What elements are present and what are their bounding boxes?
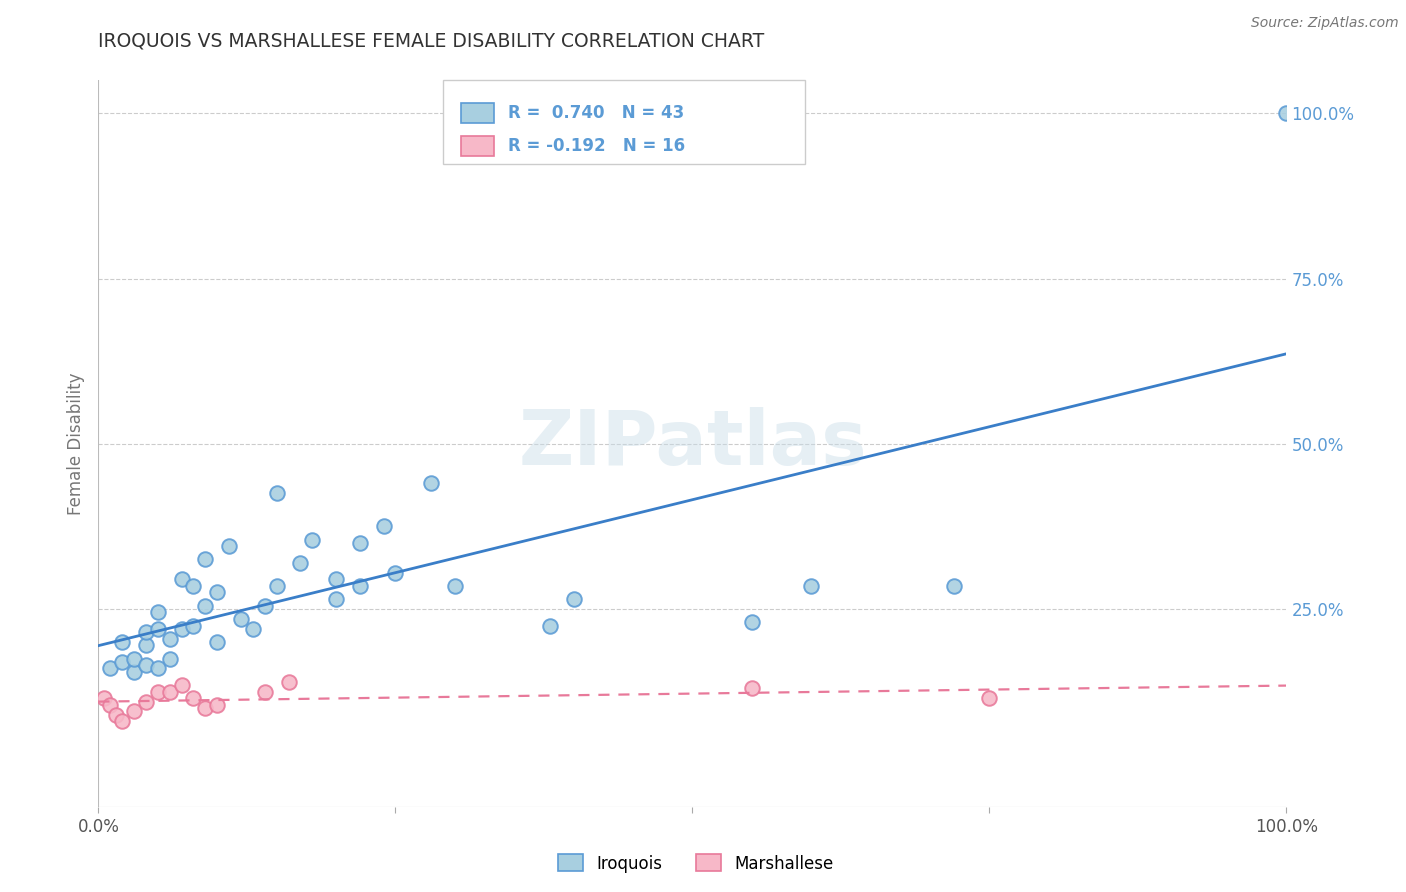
- Point: [111, 714, 134, 729]
- Text: R =  0.740   N = 43: R = 0.740 N = 43: [509, 104, 685, 122]
- Point: [122, 651, 145, 665]
- Text: ZIPatlas: ZIPatlas: [519, 407, 866, 481]
- Point: [207, 635, 229, 649]
- Point: [349, 536, 371, 550]
- Point: [562, 592, 585, 607]
- Point: [325, 592, 347, 607]
- Point: [170, 622, 193, 636]
- Point: [277, 674, 299, 689]
- Y-axis label: Female Disability: Female Disability: [67, 373, 86, 515]
- Point: [170, 678, 193, 692]
- Point: [159, 684, 181, 698]
- Point: [229, 612, 252, 626]
- Point: [135, 694, 157, 708]
- Point: [105, 707, 128, 722]
- Point: [135, 625, 157, 640]
- Point: [979, 691, 1001, 706]
- Point: [538, 618, 561, 632]
- Point: [207, 585, 229, 599]
- Point: [146, 661, 169, 675]
- Point: [942, 579, 965, 593]
- Point: [444, 579, 467, 593]
- Point: [122, 665, 145, 679]
- Point: [325, 572, 347, 586]
- Point: [194, 599, 217, 613]
- Point: [98, 698, 121, 712]
- Point: [373, 519, 395, 533]
- Point: [800, 579, 823, 593]
- Point: [420, 476, 443, 491]
- Point: [135, 638, 157, 652]
- Point: [146, 684, 169, 698]
- Point: [349, 579, 371, 593]
- Point: [159, 632, 181, 646]
- Legend: Iroquois, Marshallese: Iroquois, Marshallese: [551, 847, 841, 880]
- Text: IROQUOIS VS MARSHALLESE FEMALE DISABILITY CORRELATION CHART: IROQUOIS VS MARSHALLESE FEMALE DISABILIT…: [98, 31, 765, 50]
- Point: [111, 635, 134, 649]
- Text: R = -0.192   N = 16: R = -0.192 N = 16: [509, 136, 686, 154]
- Point: [266, 486, 288, 500]
- Point: [242, 622, 264, 636]
- Point: [159, 651, 181, 665]
- Point: [194, 552, 217, 566]
- Point: [1275, 106, 1298, 120]
- Point: [266, 579, 288, 593]
- Point: [218, 539, 240, 553]
- Point: [183, 579, 205, 593]
- Point: [207, 698, 229, 712]
- Point: [183, 618, 205, 632]
- Point: [98, 661, 121, 675]
- Point: [146, 622, 169, 636]
- Point: [93, 691, 115, 706]
- FancyBboxPatch shape: [461, 136, 494, 156]
- Point: [253, 684, 276, 698]
- Point: [301, 533, 323, 547]
- Point: [384, 566, 406, 580]
- FancyBboxPatch shape: [461, 103, 494, 123]
- FancyBboxPatch shape: [443, 80, 806, 164]
- Point: [122, 705, 145, 719]
- Point: [183, 691, 205, 706]
- Point: [111, 655, 134, 669]
- Point: [290, 556, 312, 570]
- Point: [194, 701, 217, 715]
- Point: [135, 658, 157, 673]
- Point: [741, 681, 763, 696]
- Text: Source: ZipAtlas.com: Source: ZipAtlas.com: [1251, 16, 1399, 30]
- Point: [146, 605, 169, 619]
- Point: [253, 599, 276, 613]
- Point: [741, 615, 763, 630]
- Point: [170, 572, 193, 586]
